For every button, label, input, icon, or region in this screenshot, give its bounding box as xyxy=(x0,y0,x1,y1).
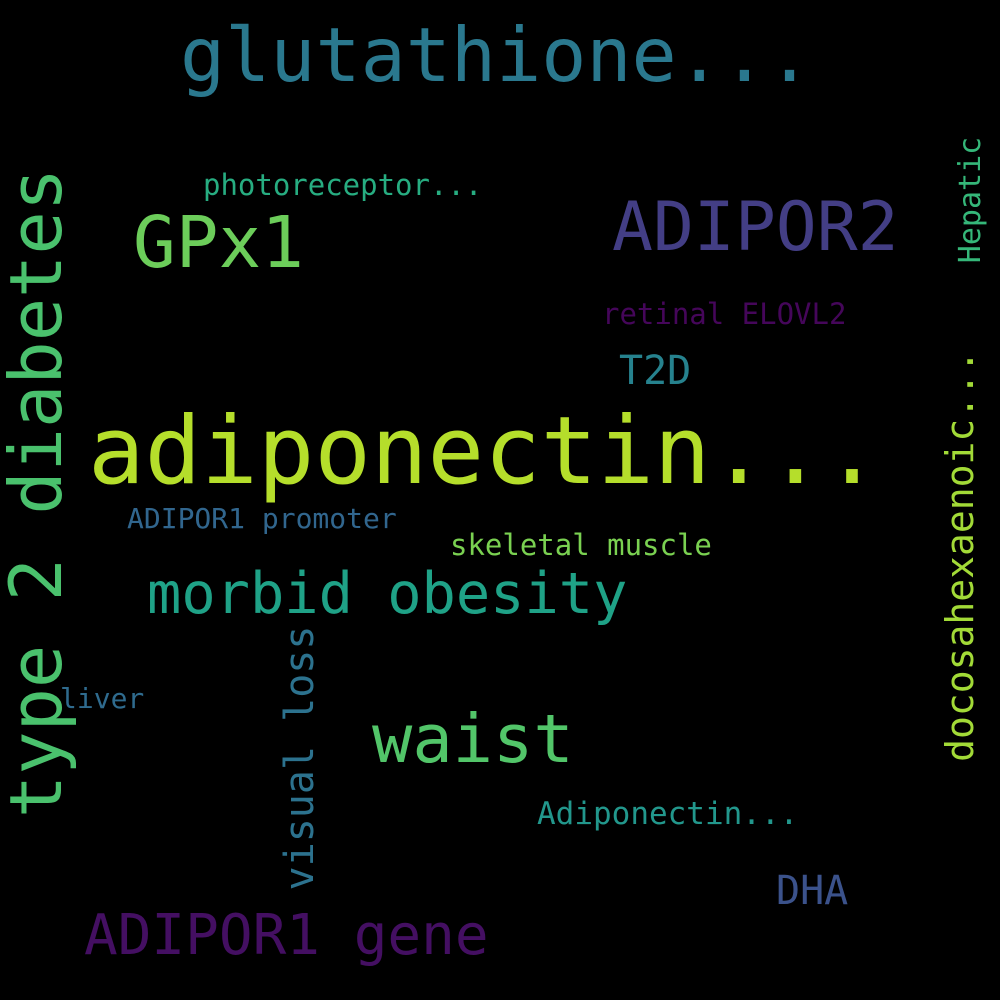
word-morbid-obesity: morbid obesity xyxy=(147,561,628,627)
word-retinal-elovl2: retinal ELOVL2 xyxy=(602,297,847,331)
word-hepatic: Hepatic xyxy=(953,136,988,264)
word-skeletal-muscle: skeletal muscle xyxy=(450,528,712,562)
word-visual-loss: visual loss xyxy=(277,625,323,891)
word-photoreceptor: photoreceptor... xyxy=(203,168,483,202)
word-glutathione: glutathione... xyxy=(180,11,813,99)
word-adipor1-gene: ADIPOR1 gene xyxy=(84,903,489,968)
word-t2d: T2D xyxy=(619,348,692,394)
word-gpx1: GPx1 xyxy=(133,201,304,284)
word-dha: DHA xyxy=(776,868,849,914)
word-adipor2: ADIPOR2 xyxy=(612,188,899,267)
word-adiponectin: adiponectin... xyxy=(88,397,881,506)
word-adiponectin-2: Adiponectin... xyxy=(537,796,799,832)
word-type-2-diabetes: type 2 diabetes xyxy=(0,167,78,819)
word-liver: liver xyxy=(60,682,145,715)
word-adipor1-promoter: ADIPOR1 promoter xyxy=(127,502,397,535)
word-waist: waist xyxy=(372,700,574,778)
word-docosahexaenoic: docosahexaenoic... xyxy=(938,350,982,762)
